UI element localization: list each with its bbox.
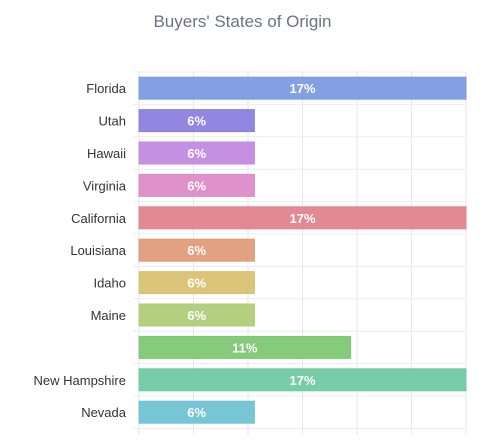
bar-value-label: 17% xyxy=(289,373,315,388)
category-label: Nevada xyxy=(81,405,127,420)
bar-value-label: 6% xyxy=(187,276,206,291)
bar xyxy=(138,400,255,424)
bar xyxy=(138,173,255,197)
bars: 17% 6% 6% 6% 17% 6% 6% 6% 11% 17% 6% xyxy=(138,76,467,424)
category-labels: Florida Utah Hawaii Virginia California Louis… xyxy=(34,81,127,420)
bar-value-label: 6% xyxy=(187,178,206,193)
bar-value-label: 6% xyxy=(187,308,206,323)
category-label: Maine xyxy=(91,308,126,323)
category-label: New Hampshire xyxy=(34,373,126,388)
bar xyxy=(138,238,255,262)
bar-value-label: 6% xyxy=(187,114,206,129)
bar-value-label: 6% xyxy=(187,243,206,258)
category-label: California xyxy=(71,211,127,226)
bar xyxy=(138,368,467,392)
category-label: Idaho xyxy=(93,276,126,291)
bar xyxy=(138,271,255,295)
bar-value-label: 17% xyxy=(289,211,315,226)
grid-lines xyxy=(133,71,467,435)
category-label: Utah xyxy=(99,114,126,129)
bar xyxy=(138,303,255,327)
bar-value-label: 6% xyxy=(187,405,206,420)
category-label: Florida xyxy=(86,81,127,96)
chart-title: Buyers' States of Origin xyxy=(153,12,332,31)
bar-value-label: 6% xyxy=(187,146,206,161)
bar-value-label: 17% xyxy=(289,81,315,96)
category-label: Hawaii xyxy=(87,146,126,161)
bar xyxy=(138,141,255,165)
bar xyxy=(138,335,352,359)
bar-value-label: 11% xyxy=(232,340,258,355)
bar xyxy=(138,206,467,230)
category-label: Louisiana xyxy=(70,243,126,258)
category-label: Virginia xyxy=(83,178,127,193)
bar xyxy=(138,109,255,133)
bar xyxy=(138,76,467,100)
